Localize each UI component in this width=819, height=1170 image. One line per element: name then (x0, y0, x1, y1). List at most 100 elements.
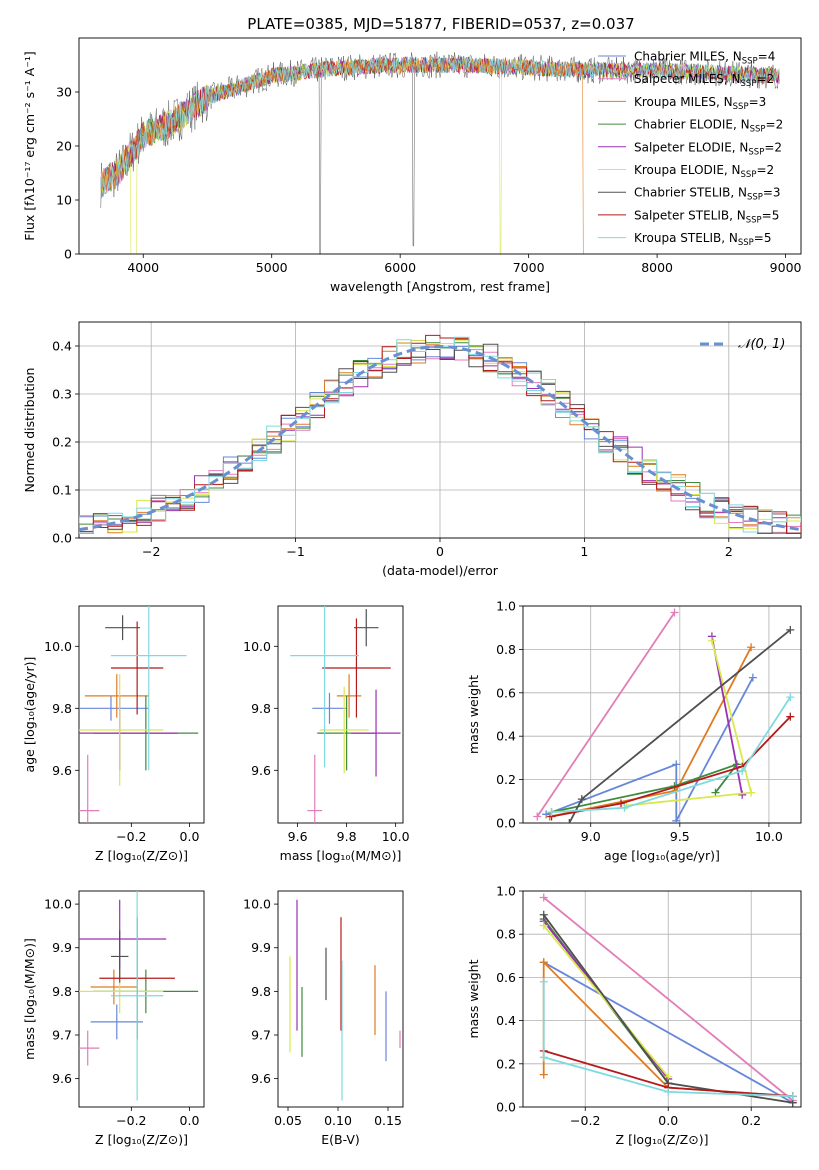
y-tick-label: 10.0 (243, 639, 271, 654)
series-marker (738, 790, 747, 799)
axes-frame (277, 605, 404, 824)
x-axis-label: mass [log₁₀(M/M⊙)] (280, 848, 402, 863)
x-tick-label: −0.2 (116, 1113, 146, 1128)
errorbar-group (79, 606, 199, 823)
series-marker (786, 712, 795, 721)
x-tick-label: 0.0 (180, 1113, 200, 1128)
x-axis-label: wavelength [Angstrom, rest frame] (330, 279, 550, 294)
y-tick-label: 9.6 (251, 1071, 271, 1086)
age-vs-mass-panel: 9.6 9.8 10.0 9.6 9.8 10.0 mass [log₁₀(M/M⊙)] (243, 605, 410, 863)
series-line-8 (551, 696, 792, 813)
series-marker (707, 636, 716, 645)
y-tick-label: 9.9 (251, 940, 271, 955)
y-tick-label: 9.8 (251, 984, 271, 999)
spectrum-line-5 (100, 56, 780, 254)
errorbar-group (290, 606, 401, 823)
series-line-1 (536, 611, 676, 818)
y-tick-label: 9.7 (251, 1028, 271, 1043)
y-tick-label: 30 (56, 85, 72, 100)
x-tick-label: −2 (142, 544, 160, 559)
axes-frame (522, 890, 802, 1108)
mass-vs-Z-panel: −0.2 0.0 9.6 9.7 9.8 9.9 10.0 Z [log₁₀(Z/Z⊙)] ma… (22, 890, 205, 1147)
y-tick-label: 9.6 (52, 763, 72, 778)
spectrum-panel: 4000 5000 6000 7000 8000 9000 0 10 20 30 wavelengt… (22, 37, 802, 294)
spectrum-line-8 (100, 56, 780, 195)
legend-entry: Kroupa ELODIE, NSSP=2 (634, 163, 774, 180)
legend-entry: Salpeter MILES, NSSP=2 (634, 72, 774, 89)
y-tick-label: 10.0 (44, 897, 72, 912)
x-axis-label: E(B-V) (321, 1132, 360, 1147)
y-axis-label: mass weight (466, 959, 481, 1038)
x-tick-label: −0.2 (116, 829, 146, 844)
series-marker (786, 625, 795, 634)
y-tick-label: 9.8 (251, 701, 271, 716)
y-tick-label: 0 (64, 247, 72, 262)
y-axis-label: mass [log₁₀(M/M⊙)] (22, 938, 37, 1060)
series-line-0 (543, 961, 794, 1104)
y-tick-label: 0.4 (496, 729, 516, 744)
mass-weight-vs-age-panel: 9.0 9.5 10.0 0.0 0.2 0.4 0.6 0.8 1.0 age [log₁₀(a… (466, 599, 802, 863)
y-tick-label: 9.9 (52, 940, 72, 955)
y-tick-label: 0.4 (496, 1013, 516, 1028)
histogram-group (79, 334, 801, 534)
series-line-3 (551, 762, 740, 813)
mass-vs-EBV-panel: 0.05 0.10 0.15 9.6 9.7 9.8 9.9 10.0 E(B-V) (243, 890, 404, 1147)
series-line-1 (543, 896, 794, 1102)
series-group (539, 893, 797, 1107)
legend-entry: Chabrier STELIB, NSSP=3 (634, 186, 781, 203)
series-marker (747, 788, 756, 797)
y-axis-label: Normed distribution (22, 368, 37, 493)
y-tick-label: 0.2 (496, 772, 516, 787)
x-tick-label: 9000 (770, 260, 802, 275)
x-tick-label: 10.0 (382, 829, 410, 844)
series-marker (786, 693, 795, 702)
y-tick-label: 0.4 (52, 339, 72, 354)
series-marker (672, 816, 681, 823)
legend-entry: Kroupa STELIB, NSSP=5 (634, 231, 772, 248)
series-marker (539, 893, 548, 902)
legend-entry: Salpeter STELIB, NSSP=5 (634, 208, 779, 225)
x-tick-label: 9.5 (670, 829, 690, 844)
legend-entry: Kroupa MILES, NSSP=3 (634, 95, 766, 112)
residuals-panel: −2 −1 0 1 2 0.0 0.1 0.2 0.3 0.4 (data-model)/error… (22, 321, 802, 578)
normal-curve (79, 344, 801, 532)
x-tick-label: −1 (286, 544, 304, 559)
series-marker (670, 608, 679, 617)
age-vs-Z-panel: −0.2 0.0 9.6 9.8 10.0 Z [log₁₀(Z/Z⊙)] age [log… (22, 605, 205, 863)
series-marker (664, 1087, 673, 1096)
spectrum-line-2 (100, 56, 584, 254)
series-marker (539, 910, 548, 919)
series-marker (620, 803, 629, 812)
y-tick-label: 0.0 (52, 531, 72, 546)
x-tick-label: 10.0 (755, 829, 783, 844)
series-line-5 (543, 925, 669, 1078)
y-tick-label: 10.0 (243, 897, 271, 912)
series-marker (617, 799, 626, 808)
x-axis-label: Z [log₁₀(Z/Z⊙)] (95, 1132, 188, 1147)
series-group (533, 608, 795, 823)
panels-group: 4000 5000 6000 7000 8000 90000102030wavelengt… (22, 37, 802, 1147)
y-tick-label: 0.2 (496, 1056, 516, 1071)
axes-frame (78, 321, 802, 539)
x-tick-label: 6000 (384, 260, 416, 275)
y-tick-label: 20 (56, 139, 72, 154)
x-tick-label: 0.0 (180, 829, 200, 844)
x-tick-label: 0.10 (324, 1113, 352, 1128)
series-marker (539, 977, 548, 986)
series-marker (539, 1053, 548, 1062)
y-tick-label: 9.6 (251, 763, 271, 778)
series-marker (738, 766, 747, 775)
y-tick-label: 0.0 (496, 1100, 516, 1115)
y-axis-label: Flux [fλ10⁻¹⁷ erg cm⁻² s⁻¹ A⁻¹] (22, 51, 37, 240)
axes-frame (522, 605, 802, 824)
x-tick-label: 0.0 (658, 1113, 678, 1128)
errorbar-group (79, 891, 199, 1101)
y-axis-label: mass weight (466, 675, 481, 754)
x-axis-label: age [log₁₀(age/yr)] (604, 848, 720, 863)
y-tick-label: 0.8 (496, 927, 516, 942)
series-marker (577, 795, 586, 804)
series-marker (539, 921, 548, 930)
y-tick-label: 10.0 (44, 639, 72, 654)
y-tick-label: 0.0 (496, 816, 516, 831)
x-tick-label: 9.6 (288, 829, 308, 844)
